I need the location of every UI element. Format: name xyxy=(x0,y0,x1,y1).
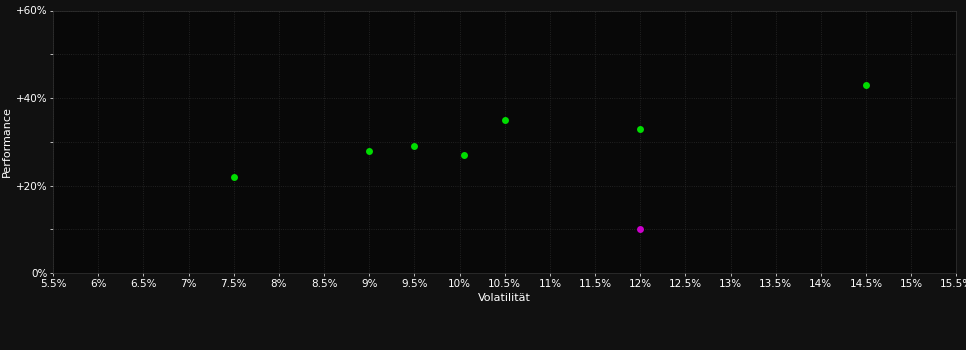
Point xyxy=(497,117,513,123)
Point xyxy=(633,226,648,232)
X-axis label: Volatilität: Volatilität xyxy=(478,293,531,303)
Point xyxy=(633,126,648,132)
Point xyxy=(859,82,874,88)
Point xyxy=(361,148,377,153)
Point xyxy=(226,174,242,180)
Point xyxy=(407,144,422,149)
Y-axis label: Performance: Performance xyxy=(2,106,12,177)
Point xyxy=(456,152,471,158)
